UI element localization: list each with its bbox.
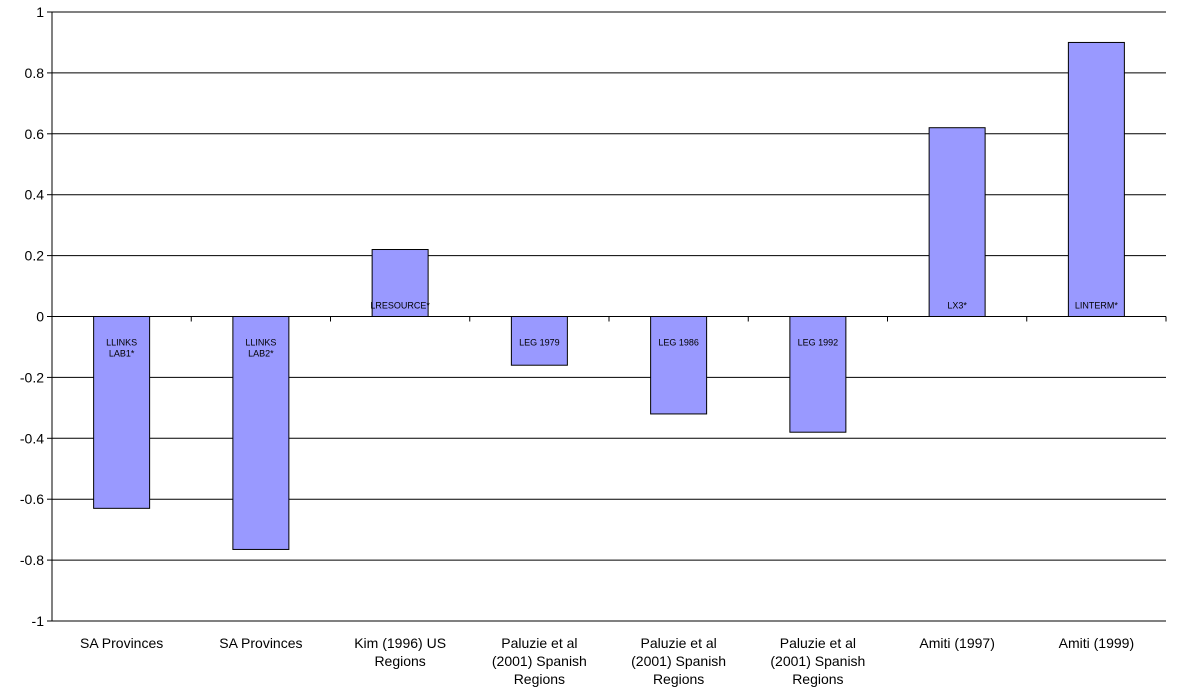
bar [93,316,151,509]
bar [1067,41,1125,317]
bar [789,316,847,433]
category-label: Regions [653,671,704,687]
category-label: Paluzie et al [780,635,856,651]
category-label: Amiti (1999) [1059,635,1134,651]
y-tick-label: 0.4 [25,187,45,203]
bar-label: LAB1* [109,349,135,359]
category-label: Regions [514,671,565,687]
bar-label: LLINKS [106,338,137,348]
x-axis [51,316,1167,322]
y-axis-ticks: 1 0.8 0.6 0.4 0.2 0 -0.2 -0.4 -0.6 -0.8 -1 [20,4,53,629]
bar [650,316,708,415]
category-label: Paluzie et al [640,635,716,651]
bar-label: LINTERM* [1075,301,1119,311]
y-tick-label: -1 [32,613,45,629]
bar-label: LLINKS [245,338,276,348]
category-label: Regions [792,671,843,687]
bar-label: LX3* [947,301,967,311]
category-label: (2001) Spanish [492,653,587,669]
bar-label: LEG 1979 [519,338,560,348]
bar [371,249,429,317]
category-labels: SA Provinces SA Provinces Kim (1996) US Reg… [80,635,1134,687]
y-tick-label: -0.2 [20,369,44,385]
y-tick-label: 0 [36,309,44,325]
category-label: Regions [374,653,425,669]
bar-label: LEG 1992 [798,338,839,348]
category-label: Paluzie et al [501,635,577,651]
category-label: SA Provinces [219,635,302,651]
category-label: (2001) Spanish [770,653,865,669]
bar-label: LRESOURCE* [370,301,430,311]
bar-label: LEG 1986 [658,338,699,348]
y-tick-label: -0.6 [20,491,44,507]
category-label: (2001) Spanish [631,653,726,669]
category-label: SA Provinces [80,635,163,651]
category-label: Amiti (1997) [919,635,994,651]
bar [928,127,986,317]
y-tick-label: -0.8 [20,552,44,568]
y-tick-label: 0.2 [25,248,45,264]
y-tick-label: -0.4 [20,430,44,446]
y-tick-label: 1 [36,4,44,20]
bar [510,316,568,366]
category-label: Kim (1996) US [354,635,446,651]
y-tick-label: 0.6 [25,126,45,142]
bar-label: LAB2* [248,349,274,359]
bar [232,316,290,550]
y-tick-label: 0.8 [25,65,45,81]
